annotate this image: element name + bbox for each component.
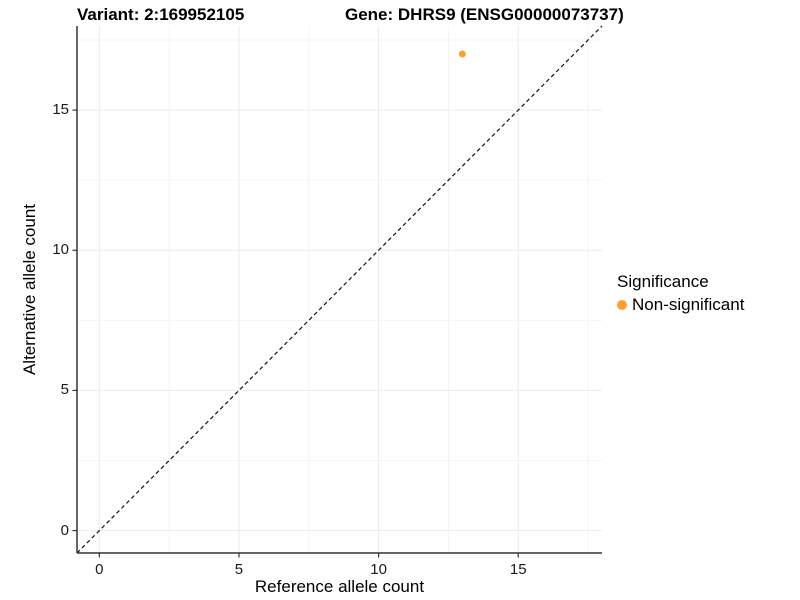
x-tick-label: 0 [95, 561, 104, 578]
data-point [458, 50, 466, 58]
y-axis-title: Alternative allele count [20, 203, 39, 376]
y-tick-label: 0 [60, 521, 69, 539]
identity-dashed-line [76, 25, 603, 554]
x-tick-label: 5 [234, 561, 244, 578]
legend: Significance Non-significant [617, 272, 744, 315]
legend-key-dot-icon [617, 300, 627, 310]
y-tick-label: 10 [52, 241, 69, 259]
legend-item-label: Non-significant [632, 295, 745, 314]
x-tick-label: 15 [509, 561, 527, 578]
x-tick-label: 10 [370, 561, 387, 578]
legend-title: Significance [617, 272, 709, 291]
x-axis-title: Reference allele count [254, 577, 425, 596]
y-tick-label: 5 [60, 381, 69, 399]
y-tick-label: 15 [52, 101, 69, 119]
plot-title-variant: Variant: 2:169952105 [77, 5, 245, 24]
legend-item-non-significant: Non-significant [617, 295, 744, 315]
plot-title-gene: Gene: DHRS9 (ENSG00000073737) [345, 5, 624, 24]
